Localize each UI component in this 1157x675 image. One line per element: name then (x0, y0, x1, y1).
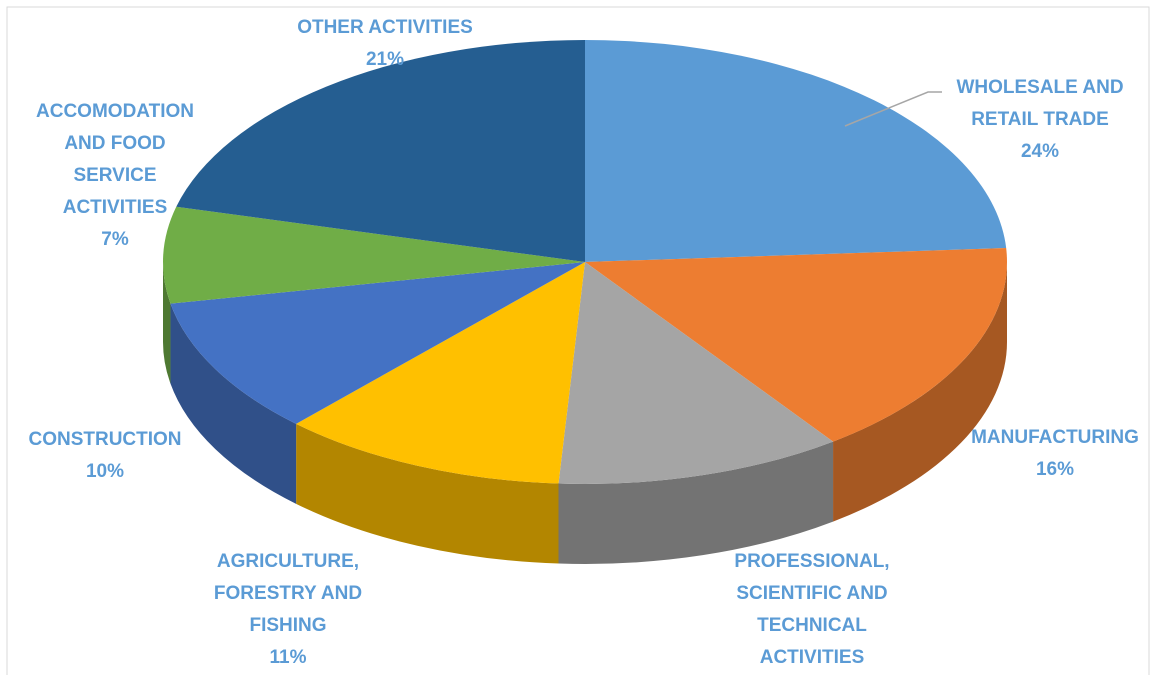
labels: WHOLESALE AND RETAIL TRADE 24% MANUFACTURIN… (28, 17, 1139, 668)
slice (170, 262, 585, 424)
label-value: 10% (86, 461, 124, 482)
label-value: 11% (270, 647, 307, 668)
label-name: ACCOMODATION AND FOOD SERVICE ACTIVITIES (36, 101, 194, 218)
slice-side (163, 262, 171, 384)
label-value: 21% (366, 49, 404, 70)
label-name: OTHER ACTIVITIES (297, 17, 473, 38)
slice (296, 262, 585, 484)
label-name: AGRICULTURE, FORESTRY AND FISHING (214, 551, 362, 636)
label-name: PROFESSIONAL, SCIENTIFIC AND TECHNICAL ACTI… (734, 551, 889, 668)
pie-sides (163, 262, 1007, 565)
label-name: CONSTRUCTION (28, 429, 181, 450)
chart-frame (6, 6, 1150, 675)
pie-tops (163, 40, 1008, 484)
slice (558, 262, 834, 484)
slice-side (558, 441, 834, 565)
slice-side (296, 423, 559, 564)
leader-line (844, 91, 942, 127)
label-value: 16% (1036, 459, 1074, 480)
slice (176, 40, 585, 262)
slice (585, 40, 1007, 262)
slice (585, 248, 1008, 442)
label-value: 24% (1021, 141, 1059, 162)
slice-side (833, 262, 1007, 522)
label-value: 7% (101, 229, 129, 250)
slice (163, 206, 586, 304)
label-name: MANUFACTURING (971, 427, 1139, 448)
slice-side (170, 303, 297, 504)
label-name: WHOLESALE AND RETAIL TRADE (956, 77, 1123, 130)
